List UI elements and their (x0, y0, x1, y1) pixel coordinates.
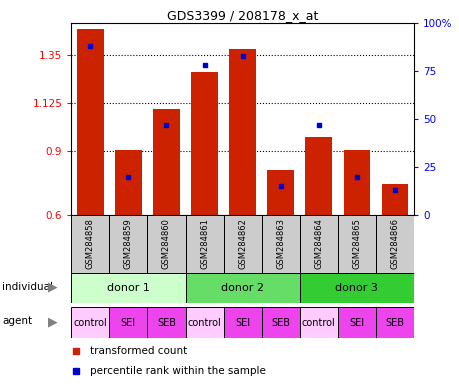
Text: ▶: ▶ (48, 315, 57, 328)
Bar (185, 273, 299, 303)
Bar (299, 215, 337, 273)
Text: control: control (187, 318, 221, 328)
Text: donor 2: donor 2 (221, 283, 263, 293)
Title: GDS3399 / 208178_x_at: GDS3399 / 208178_x_at (167, 9, 318, 22)
Bar (229, 49, 255, 215)
Bar (375, 307, 413, 338)
Text: GSM284863: GSM284863 (275, 218, 285, 269)
Text: control: control (301, 318, 335, 328)
Bar (261, 307, 299, 338)
Bar (71, 273, 185, 303)
Text: agent: agent (2, 316, 32, 326)
Text: SEI: SEI (235, 318, 250, 328)
Bar (115, 150, 141, 215)
Text: GSM284862: GSM284862 (238, 218, 246, 269)
Bar (381, 184, 408, 215)
Text: SEB: SEB (385, 318, 403, 328)
Bar (153, 109, 179, 215)
Text: individual: individual (2, 282, 53, 292)
Text: GSM284861: GSM284861 (200, 218, 209, 269)
Bar (147, 215, 185, 273)
Text: donor 1: donor 1 (107, 283, 150, 293)
Bar (337, 307, 375, 338)
Text: ▶: ▶ (48, 280, 57, 293)
Bar (375, 215, 413, 273)
Bar (267, 170, 293, 215)
Text: donor 3: donor 3 (335, 283, 377, 293)
Text: percentile rank within the sample: percentile rank within the sample (90, 366, 265, 376)
Bar (305, 137, 331, 215)
Bar (261, 215, 299, 273)
Bar (71, 307, 109, 338)
Bar (299, 273, 413, 303)
Text: SEI: SEI (121, 318, 136, 328)
Bar (337, 215, 375, 273)
Text: GSM284860: GSM284860 (162, 218, 171, 269)
Text: transformed count: transformed count (90, 346, 187, 356)
Text: GSM284859: GSM284859 (123, 218, 133, 269)
Bar (71, 215, 109, 273)
Text: SEB: SEB (271, 318, 290, 328)
Text: SEI: SEI (348, 318, 364, 328)
Bar (223, 215, 261, 273)
Bar (299, 307, 337, 338)
Bar (191, 72, 218, 215)
Bar (343, 150, 369, 215)
Text: GSM284866: GSM284866 (390, 218, 398, 269)
Text: GSM284864: GSM284864 (313, 218, 323, 269)
Bar (147, 307, 185, 338)
Text: GSM284858: GSM284858 (86, 218, 95, 269)
Bar (77, 30, 103, 215)
Bar (185, 307, 223, 338)
Text: control: control (73, 318, 107, 328)
Bar (109, 307, 147, 338)
Bar (185, 215, 223, 273)
Bar (109, 215, 147, 273)
Text: GSM284865: GSM284865 (352, 218, 361, 269)
Text: SEB: SEB (157, 318, 176, 328)
Bar (223, 307, 261, 338)
